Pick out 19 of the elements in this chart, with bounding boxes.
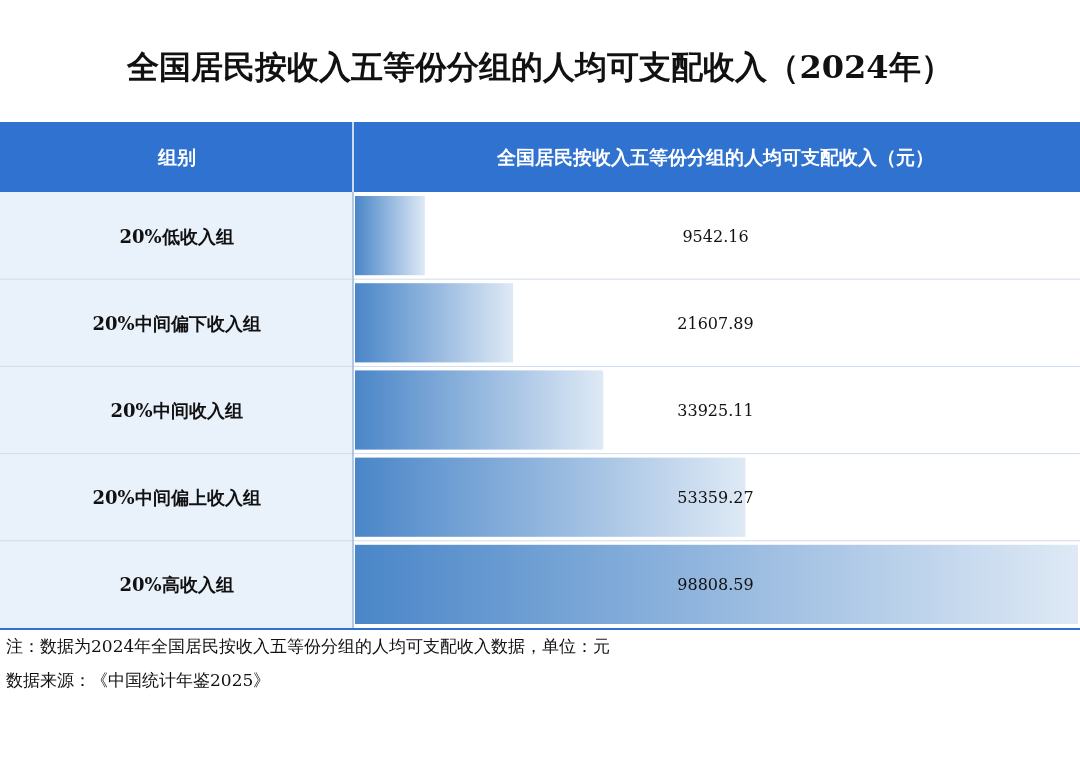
bar (355, 196, 425, 276)
y-axis-title: 组别 (156, 146, 196, 168)
y-tick-label: 20%中间偏下收入组 (92, 312, 261, 334)
x-axis-title: 全国居民按收入五等份分组的人均可支配收入（元） (496, 146, 934, 168)
source-note: 数据来源：《中国统计年鉴2025》 (6, 670, 271, 690)
text: 注：数据为2024年全国居民按收入五等份分组的人均可支配收入数据，单位：元 (6, 636, 611, 656)
data-label: 21607.89 (677, 313, 754, 333)
data-label: 9542.16 (682, 226, 749, 246)
y-tick-label: 20%低收入组 (119, 225, 234, 247)
data-label: 53359.27 (677, 488, 754, 508)
bar (355, 370, 604, 450)
chart-title: 全国居民按收入五等份分组的人均可支配收入（2024年） (126, 48, 953, 86)
bar (355, 544, 1078, 624)
data-label: 33925.11 (677, 401, 754, 420)
y-tick-label: 20%中间收入组 (110, 400, 243, 421)
y-tick-label: 20%高收入组 (119, 574, 234, 596)
bar (355, 283, 514, 363)
data-label: 98808.59 (677, 575, 754, 595)
y-tick-label: 20%中间偏上收入组 (92, 487, 261, 509)
